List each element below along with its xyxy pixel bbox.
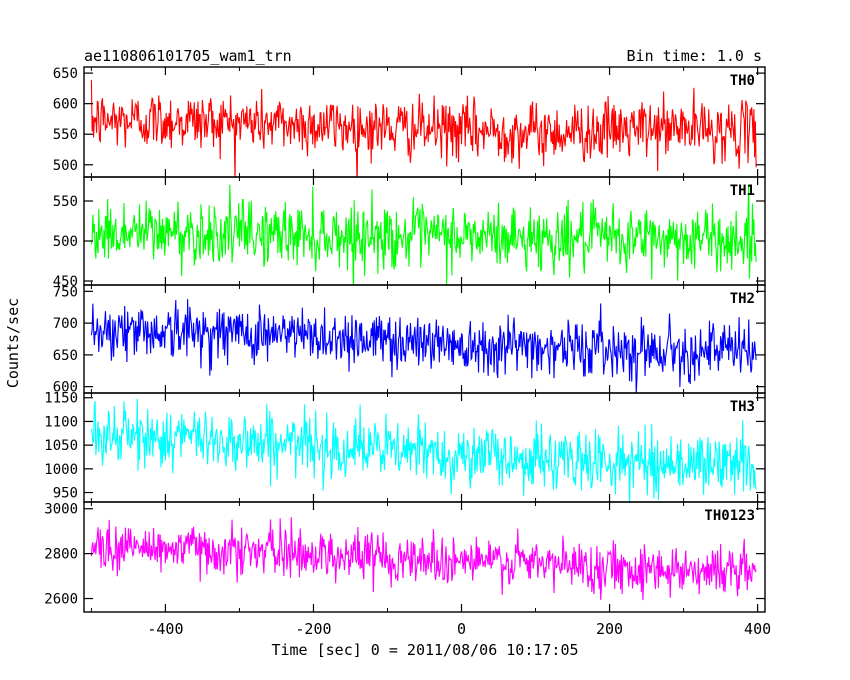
y-tick-label: 950 <box>53 486 78 502</box>
y-tick-label: 750 <box>53 284 78 300</box>
y-tick-label: 500 <box>53 234 78 250</box>
y-tick-label: 650 <box>53 348 78 364</box>
bin-time-label: Bin time: 1.0 s <box>627 47 762 65</box>
y-tick-label: 1150 <box>44 391 78 407</box>
x-axis-label: Time [sec] 0 = 2011/08/06 10:17:05 <box>271 641 578 659</box>
y-tick-label: 450 <box>53 274 78 290</box>
x-axis: -400 -200 0 200 400 <box>147 620 771 638</box>
series-line-th3 <box>90 398 757 502</box>
panel-label-th0: TH0 <box>730 73 755 89</box>
y-tick-label: 700 <box>53 316 78 332</box>
y-tick-label: 1000 <box>44 462 78 478</box>
y-tick-label: 600 <box>53 97 78 113</box>
panel-th0: 500 550 600 650 TH0 <box>53 66 766 178</box>
y-tick-label: 3000 <box>44 502 78 518</box>
panel-label-th1: TH1 <box>730 183 755 199</box>
x-tick-label: 400 <box>744 620 771 638</box>
panel-label-th0123: TH0123 <box>704 508 755 524</box>
x-tick-label: -400 <box>147 620 183 638</box>
panel-th3: 950 1000 1050 1100 1150 TH3 <box>44 391 766 503</box>
y-tick-label: 500 <box>53 158 78 174</box>
y-axis-label: Counts/sec <box>4 298 22 388</box>
y-tick-label: 550 <box>53 194 78 210</box>
y-tick-label: 1050 <box>44 438 78 454</box>
series-line-th1 <box>90 184 757 285</box>
y-tick-label: 1100 <box>44 414 78 430</box>
x-tick-label: 200 <box>596 620 623 638</box>
y-tick-label: 2800 <box>44 547 78 563</box>
panel-frame <box>83 501 766 613</box>
chart-title: ae110806101705_wam1_trn <box>84 47 292 65</box>
y-tick-label: 650 <box>53 66 78 82</box>
panels-group: 500 550 600 650 TH0 450 500 550 TH1 600 650 700 750 T… <box>44 66 766 613</box>
y-tick-label: 2600 <box>44 592 78 608</box>
series-line-th2 <box>90 299 757 393</box>
x-tick-label: 0 <box>457 620 466 638</box>
panel-th2: 600 650 700 750 TH2 <box>53 284 766 396</box>
panel-label-th3: TH3 <box>730 399 755 415</box>
x-tick-label: -200 <box>295 620 331 638</box>
y-tick-label: 550 <box>53 127 78 143</box>
y-tick-label: 600 <box>53 380 78 396</box>
series-line-th0 <box>90 80 757 177</box>
series-line-th0123 <box>90 517 757 601</box>
panel-th1: 450 500 550 TH1 <box>53 176 766 290</box>
panel-label-th2: TH2 <box>730 291 755 307</box>
panel-th0123: 2600 2800 3000 TH0123 <box>44 501 766 613</box>
